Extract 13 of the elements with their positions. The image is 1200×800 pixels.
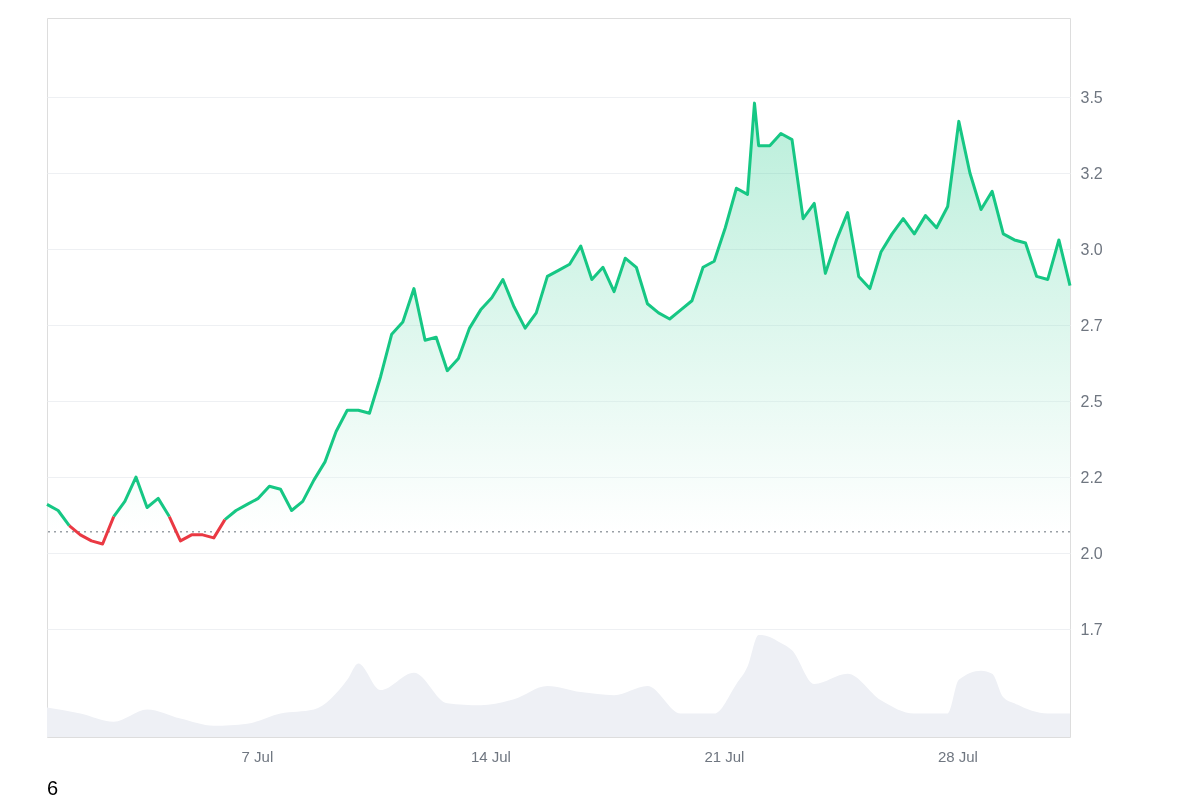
text: 6 [47,777,59,799]
y-tick-label: 2.7 [1080,316,1103,334]
y-tick-label: 2.0 [1080,544,1103,562]
y-tick-label: 3.5 [1080,88,1103,106]
x-tick-label: 14 Jul [470,747,511,765]
y-tick-label: 2.5 [1080,392,1103,410]
x-tick-label: 7 Jul [241,747,274,765]
y-tick-label: 2.2 [1080,468,1103,486]
y-tick-label: 1.7 [1080,620,1103,638]
x-tick-label: 28 Jul [937,747,978,765]
x-tick-label: 21 Jul [704,747,745,765]
y-tick-label: 3.0 [1080,240,1103,258]
y-tick-label: 3.2 [1080,164,1103,182]
